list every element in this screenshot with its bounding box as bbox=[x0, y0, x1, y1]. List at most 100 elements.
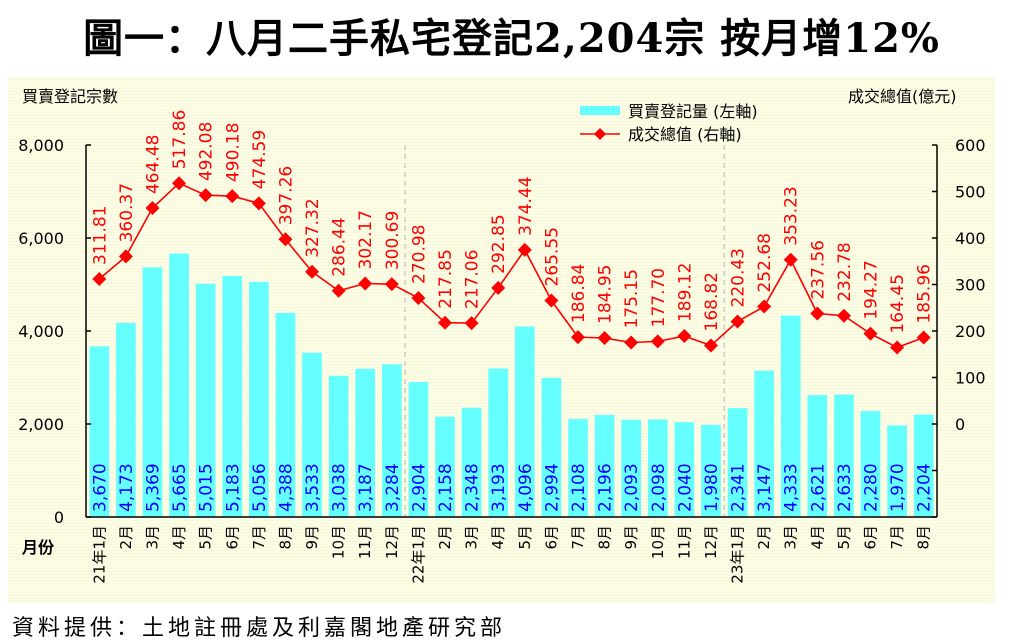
bar bbox=[461, 407, 482, 517]
x-tick-label: 2月 bbox=[755, 525, 773, 550]
x-tick-label: 9月 bbox=[303, 525, 321, 550]
x-tick-label: 23年1月 bbox=[729, 525, 747, 584]
bar bbox=[514, 326, 535, 517]
line-value-label: 186.84 bbox=[569, 264, 589, 323]
bar bbox=[807, 395, 828, 517]
line-marker bbox=[703, 338, 718, 353]
line-marker bbox=[544, 293, 559, 308]
bar bbox=[674, 422, 695, 517]
bar bbox=[355, 368, 376, 517]
y-right-tick-label: 600 bbox=[955, 136, 986, 155]
line-marker bbox=[305, 264, 320, 279]
bar bbox=[780, 315, 801, 517]
line-value-label: 270.98 bbox=[409, 225, 429, 284]
line-value-label: 175.15 bbox=[622, 269, 642, 328]
line-value-label: 292.85 bbox=[489, 214, 509, 273]
y-right-tick-label: 200 bbox=[955, 322, 986, 341]
line-value-label: 177.70 bbox=[649, 268, 669, 327]
bar bbox=[568, 418, 588, 517]
line-value-label: 302.17 bbox=[356, 210, 376, 269]
line-value-label: 360.37 bbox=[117, 183, 137, 242]
bar bbox=[594, 414, 615, 517]
line-marker bbox=[118, 249, 133, 264]
line-marker bbox=[225, 189, 240, 204]
x-tick-label: 6月 bbox=[862, 525, 880, 550]
x-tick-label: 11月 bbox=[356, 525, 374, 559]
y-left-tick-label: 6,000 bbox=[18, 229, 64, 248]
line-value-label: 194.27 bbox=[862, 260, 882, 319]
bar bbox=[302, 352, 322, 517]
line-value-label: 217.06 bbox=[463, 250, 483, 309]
bar bbox=[142, 267, 163, 517]
bar-value-label: 3,038 bbox=[330, 463, 350, 512]
bar-value-label: 2,633 bbox=[835, 463, 855, 512]
bar-value-label: 3,193 bbox=[489, 463, 509, 512]
bar-value-label: 2,348 bbox=[463, 463, 483, 512]
bar bbox=[328, 375, 349, 517]
bar-value-label: 1,970 bbox=[888, 463, 908, 512]
x-tick-label: 9月 bbox=[622, 525, 640, 550]
line-value-label: 232.78 bbox=[835, 242, 855, 301]
line-marker bbox=[916, 330, 931, 345]
x-tick-label: 5月 bbox=[197, 525, 215, 550]
bar-value-label: 2,994 bbox=[542, 463, 562, 512]
x-tick-label: 10月 bbox=[330, 525, 348, 559]
bar bbox=[887, 425, 907, 517]
y-left-tick-label: 4,000 bbox=[18, 322, 64, 341]
line-marker bbox=[677, 329, 692, 344]
x-tick-label: 5月 bbox=[516, 525, 534, 550]
line-value-label: 464.48 bbox=[143, 135, 163, 194]
line-marker bbox=[491, 280, 506, 295]
line-value-label: 252.68 bbox=[755, 233, 775, 292]
bar bbox=[860, 410, 881, 517]
bar-value-label: 5,183 bbox=[223, 463, 243, 512]
bar bbox=[381, 364, 402, 517]
bar-value-label: 2,621 bbox=[808, 463, 828, 512]
chart-title: 圖一：八月二手私宅登記2,204宗 按月增12% bbox=[83, 15, 940, 62]
line-marker bbox=[172, 176, 187, 191]
x-tick-label: 2月 bbox=[436, 525, 454, 550]
x-tick-label: 4月 bbox=[170, 525, 188, 550]
line-marker bbox=[863, 326, 878, 341]
line-marker bbox=[783, 252, 798, 267]
x-tick-label: 5月 bbox=[835, 525, 853, 550]
bar bbox=[727, 408, 748, 517]
legend: 買賣登記量 (左軸) 成交總值 (右軸) bbox=[580, 102, 758, 144]
x-tick-label: 8月 bbox=[276, 525, 294, 550]
x-tick-label: 2月 bbox=[117, 525, 135, 550]
line-marker bbox=[198, 188, 213, 203]
bar-value-label: 4,096 bbox=[516, 463, 536, 512]
y-right-tick-label: 300 bbox=[955, 276, 986, 295]
line-marker bbox=[278, 232, 293, 247]
bar bbox=[647, 419, 668, 517]
legend-line-label: 成交總值 (右軸) bbox=[628, 125, 742, 144]
x-tick-label: 7月 bbox=[569, 525, 587, 550]
line-value-label: 490.18 bbox=[223, 123, 243, 182]
bar bbox=[116, 322, 136, 517]
x-tick-label: 7月 bbox=[888, 525, 906, 550]
line-marker bbox=[92, 272, 107, 287]
x-tick-labels: 21年1月 2月 3月 4月 5月 6月 7月 8月 9月 10月 11月 12月 22年1月 2月 3月 4… bbox=[90, 525, 932, 584]
bar-value-label: 5,369 bbox=[143, 463, 163, 512]
bar-value-label: 2,093 bbox=[622, 463, 642, 512]
x-tick-label: 22年1月 bbox=[409, 525, 427, 584]
line-marker bbox=[597, 330, 612, 345]
bar-labels: 3,670 4,173 5,369 5,665 5,015 5,183 5,056 4,388… bbox=[90, 463, 934, 512]
line-marker bbox=[890, 340, 905, 355]
line-marker bbox=[624, 335, 639, 350]
bar bbox=[701, 424, 721, 517]
line-value-label: 353.23 bbox=[782, 186, 802, 245]
y-right-tick-label: 500 bbox=[955, 183, 986, 202]
x-tick-label: 7月 bbox=[250, 525, 268, 550]
bar-value-label: 5,665 bbox=[170, 463, 190, 512]
bar-value-label: 3,670 bbox=[90, 463, 110, 512]
bar bbox=[89, 346, 110, 517]
bar bbox=[408, 381, 429, 517]
y-axis-left-title: 買賣登記宗數 bbox=[22, 87, 118, 106]
bar-value-label: 2,196 bbox=[596, 463, 616, 512]
line-value-label: 220.43 bbox=[729, 248, 749, 307]
line-marker bbox=[517, 242, 532, 257]
x-tick-label: 4月 bbox=[489, 525, 507, 550]
bar-value-label: 3,284 bbox=[383, 463, 403, 512]
